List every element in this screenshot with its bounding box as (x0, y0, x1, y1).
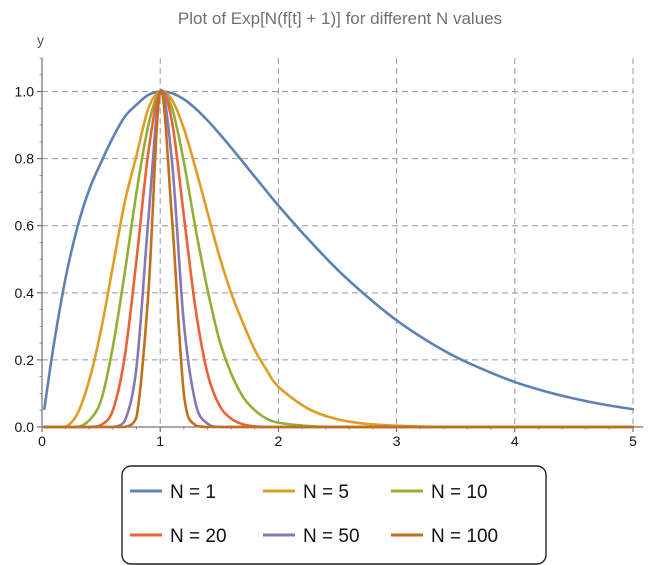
legend: N = 1 N = 5 N = 10 N = 20 N = 50 N = 100 (121, 465, 547, 565)
plot-area (43, 88, 635, 429)
chart-title: Plot of Exp[N(f[t] + 1)] for different N… (178, 9, 502, 28)
series-line-2 (43, 89, 635, 429)
grid-lines (42, 58, 634, 427)
x-tick-label: 2 (275, 433, 283, 449)
y-tick-label: 0.4 (15, 285, 35, 301)
legend-label-4: N = 20 (170, 526, 227, 547)
x-tick-label: 5 (629, 433, 637, 449)
series-line-4 (43, 89, 635, 429)
y-tick-label: 0.0 (15, 419, 35, 435)
y-tick-label: 0.6 (15, 218, 35, 234)
series-line-3 (43, 89, 635, 429)
legend-label-2: N = 5 (303, 482, 349, 503)
legend-label-1: N = 1 (170, 482, 216, 503)
y-axis-label: y (37, 32, 44, 48)
series-line-1 (43, 90, 635, 411)
y-tick-label: 0.8 (15, 151, 35, 167)
x-tick-label: 1 (156, 433, 164, 449)
x-tick-label: 3 (393, 433, 401, 449)
legend-label-5: N = 50 (303, 526, 360, 547)
legend-label-6: N = 100 (431, 526, 498, 547)
x-tick-label: 4 (511, 433, 519, 449)
y-tick-label: 1.0 (15, 84, 35, 100)
legend-box (121, 465, 547, 565)
tick-labels: 0 1 2 3 4 5 0.0 0.2 0.4 0.6 0.8 1.0 (15, 84, 638, 449)
legend-label-3: N = 10 (431, 482, 488, 503)
series-line-5 (43, 88, 635, 429)
series-line-6 (43, 89, 635, 429)
y-tick-label: 0.2 (15, 352, 35, 368)
x-tick-label: 0 (38, 433, 46, 449)
